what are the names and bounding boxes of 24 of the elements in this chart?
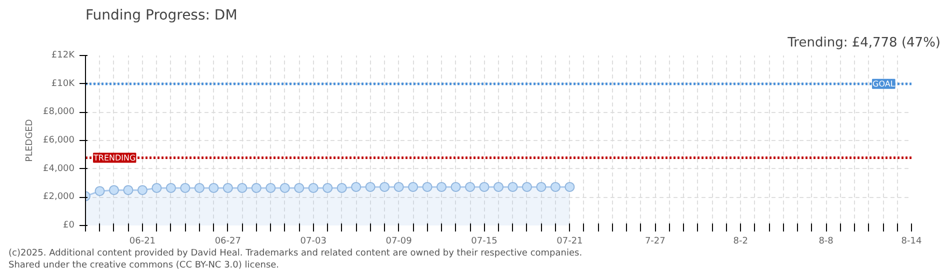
y-axis-title: PLEDGED xyxy=(25,119,36,162)
x-tick-label: 07-15 xyxy=(471,236,498,246)
y-tick-label: £0 xyxy=(63,220,75,230)
x-tick-label: 07-21 xyxy=(556,236,583,246)
y-tick-label: £4,000 xyxy=(43,164,75,174)
text: (c)2025. Additional content provided by David Heal. Trademarks and related content are owned by their respective companies. xyxy=(8,248,582,258)
text: Shared under the creative commons (CC BY-NC 3.0) license. xyxy=(8,260,280,270)
y-tick-label: £8,000 xyxy=(43,107,75,118)
x-tick-label: 8-8 xyxy=(818,236,834,246)
ref-line-label: GOAL xyxy=(872,79,896,88)
x-tick-label: 8-2 xyxy=(733,236,748,246)
chart-title: Funding Progress: DM xyxy=(86,8,238,24)
y-tick-label: £2,000 xyxy=(43,192,75,202)
x-tick-label: 7-27 xyxy=(644,236,666,246)
y-tick-label: £10K xyxy=(51,78,76,89)
x-tick-label: 06-27 xyxy=(214,236,241,246)
y-tick-label: £6,000 xyxy=(43,136,75,146)
ref-line-label: TRENDING xyxy=(92,153,136,162)
chart-subtitle: Trending: £4,778 (47%) xyxy=(786,36,940,50)
x-tick-label: 07-09 xyxy=(386,236,412,246)
x-tick-label: 07-03 xyxy=(300,236,326,246)
x-tick-label: 8-14 xyxy=(901,236,922,246)
y-tick-label: £12K xyxy=(51,50,76,60)
x-tick-label: 06-21 xyxy=(129,236,156,246)
